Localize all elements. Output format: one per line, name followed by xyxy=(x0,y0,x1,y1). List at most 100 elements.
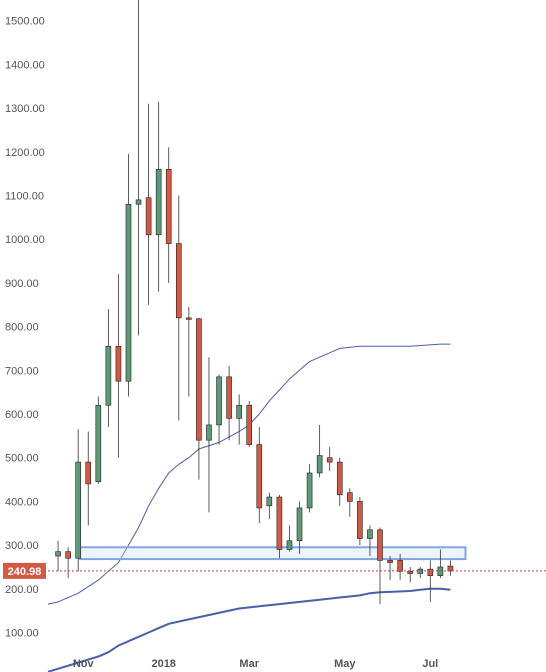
candle xyxy=(377,527,383,605)
x-tick-label: Nov xyxy=(73,658,95,670)
candle xyxy=(427,560,434,602)
candle-body-up xyxy=(296,507,303,542)
candle-body-up xyxy=(95,404,102,483)
candle-body-down xyxy=(357,501,363,539)
candle-body-down xyxy=(387,560,393,563)
y-tick-label: 1200.00 xyxy=(5,147,45,159)
candle xyxy=(196,317,202,480)
candle-body-up xyxy=(75,461,81,559)
candle xyxy=(135,0,142,336)
y-tick-label: 400.00 xyxy=(5,496,39,508)
candle xyxy=(236,394,242,445)
current-price-label: 240.98 xyxy=(8,566,42,578)
candle-body-down xyxy=(246,404,253,445)
candle xyxy=(145,103,152,305)
candle-body-up xyxy=(306,472,313,509)
y-tick-label: 1100.00 xyxy=(5,191,44,203)
candle xyxy=(165,147,172,283)
candle-body-up xyxy=(55,551,61,557)
candle-body-up xyxy=(125,203,132,382)
candle xyxy=(65,547,71,578)
y-tick-label: 700.00 xyxy=(5,365,39,377)
y-tick-label: 500.00 xyxy=(5,453,39,465)
y-tick-label: 1400.00 xyxy=(5,59,45,71)
candle-body-down xyxy=(115,345,122,382)
candle xyxy=(155,101,162,292)
candle-body-down xyxy=(65,551,71,559)
candle-body-down xyxy=(85,461,92,485)
candle-body-down xyxy=(326,457,333,463)
y-tick-label: 800.00 xyxy=(5,322,39,334)
y-tick-label: 1000.00 xyxy=(5,234,45,246)
y-tick-label: 900.00 xyxy=(5,278,39,290)
candle xyxy=(256,427,263,524)
candle-body-up xyxy=(206,424,212,441)
candle-body-up xyxy=(155,168,162,236)
candle-body-up xyxy=(105,345,112,406)
candle-body-down xyxy=(427,568,434,576)
candle xyxy=(266,492,273,519)
candle xyxy=(115,274,122,458)
candle xyxy=(206,357,212,513)
candle-body-down xyxy=(347,492,353,502)
candle xyxy=(55,540,61,572)
candle-body-up xyxy=(135,199,142,205)
candle xyxy=(276,494,283,559)
candle-body-down xyxy=(256,444,263,509)
candle xyxy=(447,560,454,576)
candle-body-up xyxy=(367,529,373,539)
candle xyxy=(367,525,373,557)
candle xyxy=(326,446,333,471)
candle-body-down xyxy=(276,496,283,550)
candle-body-down xyxy=(447,565,454,572)
candle-body-down xyxy=(377,529,383,561)
candle xyxy=(357,497,363,546)
y-tick-label: 100.00 xyxy=(5,628,39,640)
y-tick-label: 1500.00 xyxy=(5,16,45,28)
candle xyxy=(306,464,313,513)
candle-body-down xyxy=(186,317,192,320)
candle xyxy=(246,400,253,447)
x-tick-label: Mar xyxy=(239,658,259,670)
candle-body-down xyxy=(175,243,182,319)
candle-body-up xyxy=(266,496,273,507)
candle-body-up xyxy=(216,376,222,426)
x-tick-label: 2018 xyxy=(151,658,175,670)
y-tick-label: 600.00 xyxy=(5,409,39,421)
candle-body-down xyxy=(336,461,343,496)
candle xyxy=(175,195,182,421)
current-price-badge xyxy=(3,562,46,579)
candle xyxy=(125,153,132,397)
candle xyxy=(226,365,232,441)
candle xyxy=(407,566,413,583)
candle xyxy=(417,566,424,578)
candle xyxy=(186,306,192,397)
candle-body-down xyxy=(397,560,403,572)
y-tick-label: 200.00 xyxy=(5,584,39,596)
candle-body-down xyxy=(145,197,152,236)
candle xyxy=(387,556,393,581)
candle-body-down xyxy=(407,571,413,574)
candle xyxy=(95,396,102,484)
x-tick-label: Jul xyxy=(422,658,438,670)
candle xyxy=(296,501,303,554)
support-zone xyxy=(79,546,467,561)
candle-body-down xyxy=(196,318,202,441)
candle xyxy=(347,488,353,517)
candle xyxy=(105,309,112,428)
candle-body-up xyxy=(286,540,293,550)
candle xyxy=(216,374,222,445)
candle xyxy=(75,429,81,572)
candle xyxy=(85,431,92,526)
x-tick-label: May xyxy=(334,658,356,670)
candle xyxy=(286,525,293,552)
y-tick-label: 1300.00 xyxy=(5,103,45,115)
candle-body-up xyxy=(316,455,323,474)
candle-body-down xyxy=(226,376,232,419)
candle xyxy=(336,457,343,506)
candle-body-down xyxy=(165,168,172,244)
candle xyxy=(316,424,323,478)
moving-average-line-2 xyxy=(47,587,451,672)
